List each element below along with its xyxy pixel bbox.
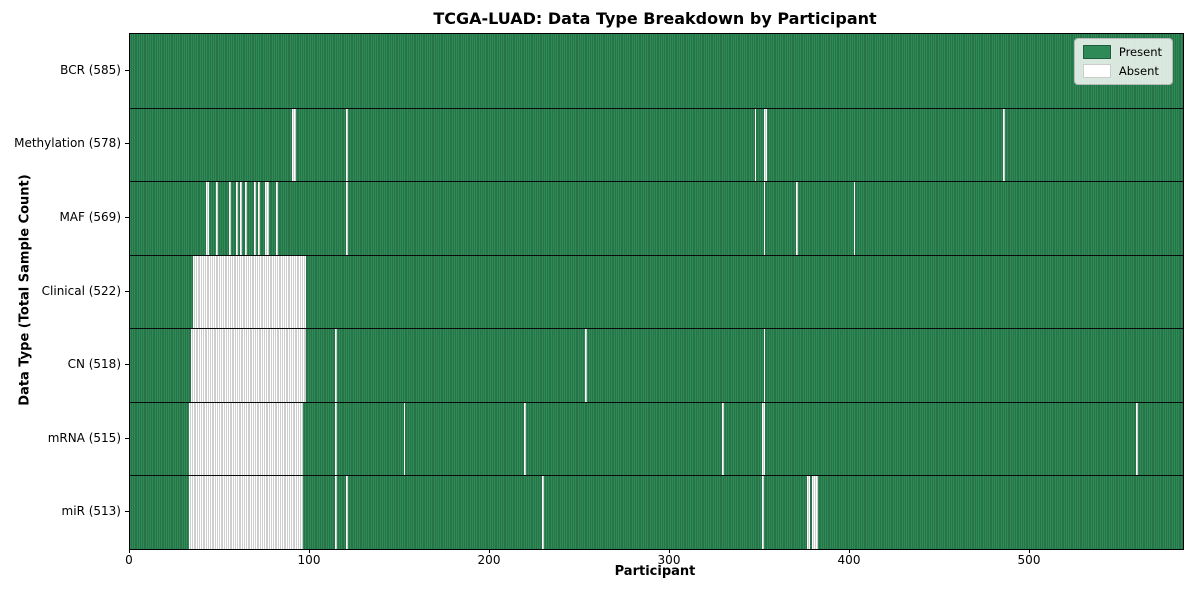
chart-title: TCGA-LUAD: Data Type Breakdown by Partic…: [433, 9, 877, 28]
y-tick-mark: [125, 69, 129, 71]
absent-segment: [812, 475, 816, 549]
absent-segment: [257, 181, 260, 255]
legend-item-absent: Absent: [1082, 64, 1162, 78]
heatmap-row-Clinical: [130, 254, 1183, 329]
y-tick-label-MAF: MAF (569): [59, 209, 121, 224]
y-tick-mark: [125, 216, 129, 218]
absent-segment: [189, 475, 303, 549]
x-tick-label: 300: [657, 553, 681, 567]
absent-segment: [275, 181, 278, 255]
x-tick-mark: [309, 549, 310, 553]
absent-swatch-icon: [1082, 64, 1111, 78]
plot-area: [129, 33, 1184, 550]
row-divider: [130, 107, 1183, 109]
absent-segment: [193, 254, 307, 329]
y-tick-label-Clinical: Clinical (522): [41, 283, 121, 298]
legend-present-label: Present: [1118, 45, 1162, 59]
heatmap-row-miR: [130, 475, 1183, 549]
absent-segment: [335, 401, 337, 476]
y-tick-label-miR: miR (513): [61, 504, 121, 519]
row-divider: [130, 254, 1183, 256]
x-axis-label: Participant: [614, 564, 696, 579]
x-tick-label: 0: [125, 553, 133, 567]
absent-segment: [205, 181, 210, 255]
absent-segment: [796, 181, 798, 255]
x-tick-mark: [129, 549, 130, 553]
heatmap-row-BCR: [130, 34, 1183, 108]
absent-segment: [524, 401, 526, 476]
absent-segment: [763, 107, 768, 182]
absent-segment: [189, 401, 303, 476]
row-divider: [130, 328, 1183, 330]
row-divider: [130, 401, 1183, 403]
row-divider: [130, 181, 1183, 183]
x-tick-mark: [489, 549, 490, 553]
absent-segment: [216, 181, 219, 255]
absent-segment: [335, 475, 337, 549]
absent-segment: [254, 181, 256, 255]
absent-segment: [335, 328, 337, 402]
absent-segment: [229, 181, 231, 255]
present-swatch-icon: [1082, 45, 1111, 59]
heatmap-row-CN: [130, 328, 1183, 402]
absent-segment: [853, 181, 856, 255]
heatmap-row-mRNA: [130, 401, 1183, 476]
y-tick-label-Methylation: Methylation (578): [14, 136, 121, 151]
absent-segment: [346, 107, 348, 182]
x-tick-label: 100: [297, 553, 321, 567]
x-tick-mark: [849, 549, 850, 553]
absent-segment: [1136, 401, 1138, 476]
absent-segment: [763, 181, 766, 255]
absent-segment: [346, 475, 348, 549]
absent-segment: [292, 107, 296, 182]
absent-segment: [403, 401, 406, 476]
absent-segment: [722, 401, 724, 476]
y-tick-mark: [125, 511, 129, 513]
row-divider: [130, 475, 1183, 477]
absent-segment: [763, 328, 766, 402]
x-tick-label: 500: [1017, 553, 1041, 567]
absent-segment: [585, 328, 588, 402]
y-tick-mark: [125, 437, 129, 439]
y-tick-label-mRNA: mRNA (515): [47, 430, 121, 445]
absent-segment: [239, 181, 242, 255]
absent-segment: [1003, 107, 1005, 182]
absent-segment: [815, 475, 818, 549]
legend: Present Absent: [1073, 38, 1173, 85]
absent-segment: [236, 181, 238, 255]
x-tick-mark: [1029, 549, 1030, 553]
absent-segment: [806, 475, 811, 549]
y-tick-mark: [125, 290, 129, 292]
absent-segment: [754, 107, 757, 182]
absent-segment: [346, 181, 348, 255]
heatmap-row-MAF: [130, 181, 1183, 255]
absent-segment: [245, 181, 247, 255]
heatmap-row-Methylation: [130, 107, 1183, 182]
x-tick-label: 200: [477, 553, 501, 567]
y-tick-label-BCR: BCR (585): [60, 62, 121, 77]
y-tick-label-CN: CN (518): [67, 357, 121, 372]
y-tick-mark: [125, 364, 129, 366]
x-tick-label: 400: [837, 553, 861, 567]
legend-item-present: Present: [1082, 45, 1162, 59]
absent-segment: [542, 475, 544, 549]
x-tick-mark: [669, 549, 670, 553]
legend-absent-label: Absent: [1118, 64, 1159, 78]
absent-segment: [265, 181, 269, 255]
absent-segment: [761, 401, 766, 476]
absent-segment: [191, 328, 307, 402]
absent-segment: [761, 475, 764, 549]
y-tick-mark: [125, 143, 129, 145]
